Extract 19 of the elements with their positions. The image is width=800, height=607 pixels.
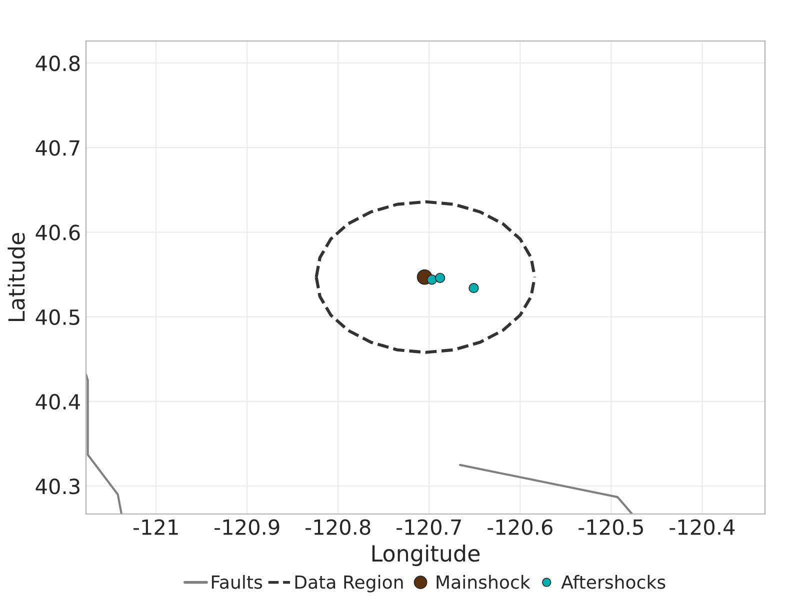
y-tick-label: 40.4 [36, 394, 80, 410]
y-tick-label: 40.8 [36, 55, 80, 72]
y-tick-label: 40.6 [36, 224, 80, 240]
y-tick-label: 40.5 [36, 309, 80, 326]
legend-label: Aftershocks [561, 574, 666, 589]
x-tick-label: -120.5 [578, 519, 643, 535]
x-tick-label: -120.6 [488, 519, 552, 535]
legend-label: Faults [212, 574, 262, 589]
y-tick-label: 40.3 [36, 478, 80, 494]
x-axis-title: Longitude [372, 544, 480, 566]
x-tick-label: -120.7 [396, 519, 461, 535]
legend-label: Mainshock [436, 574, 530, 589]
y-tick-label: 40.7 [36, 140, 80, 156]
x-tick-label: -120.4 [670, 519, 735, 535]
x-tick-label: -120.8 [306, 519, 370, 535]
x-tick-label: -121 [133, 519, 178, 535]
x-tick-label: -120.9 [214, 519, 280, 535]
legend-label: Data Region [295, 574, 403, 592]
y-axis-title: Latitude [8, 232, 25, 322]
